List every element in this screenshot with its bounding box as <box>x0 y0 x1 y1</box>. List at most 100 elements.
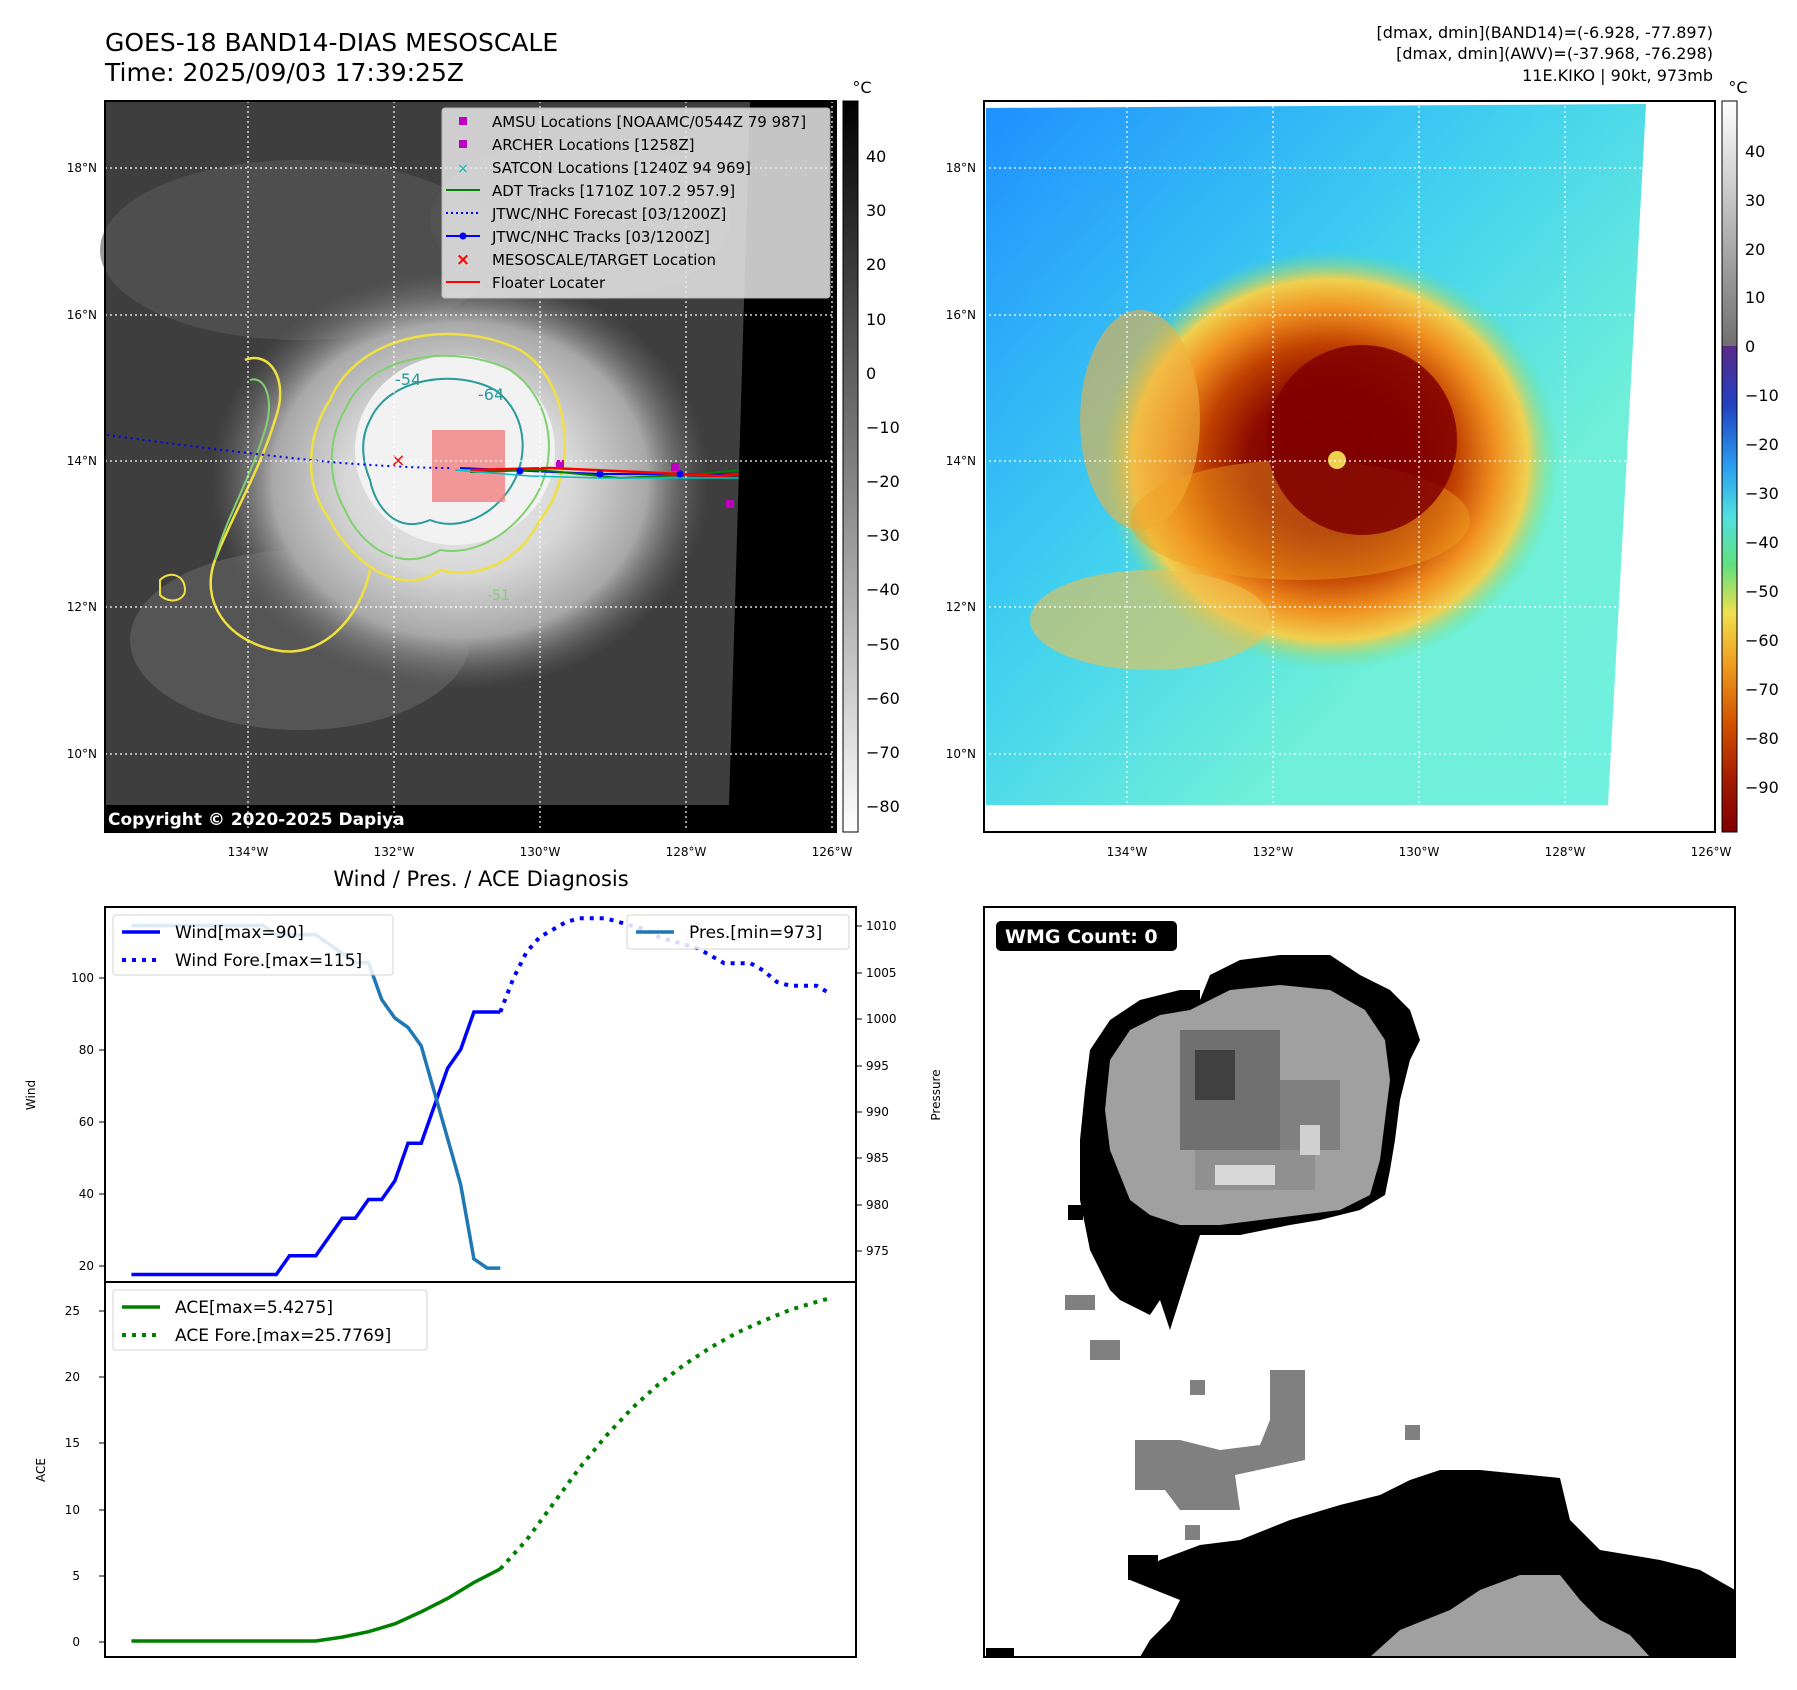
ace-legend-box <box>112 1289 428 1351</box>
colorbar-tick: 40 <box>1745 142 1765 161</box>
rainband <box>1030 570 1270 670</box>
satcon-track <box>454 469 770 479</box>
lon-label: 126°W <box>1691 845 1732 859</box>
map2-gridlines <box>984 101 1715 832</box>
lat-label: 16°N <box>67 308 97 322</box>
lat-label: 10°N <box>67 747 97 761</box>
lat-label: 14°N <box>946 454 976 468</box>
wmg-pixel <box>1065 1295 1095 1310</box>
contour-green <box>330 354 550 561</box>
colorbar-tick: 20 <box>866 255 886 274</box>
colorbar-tick: −60 <box>1745 631 1779 650</box>
rainband <box>1080 310 1200 530</box>
ir-color-map <box>983 100 1716 833</box>
wmg-pixel <box>1128 1555 1158 1580</box>
legend-ace-label: ACE[max=5.4275] <box>175 1298 333 1318</box>
lat-label: 14°N <box>67 454 97 468</box>
legend-item: AMSU Locations [NOAAMC/0544Z 79 987] <box>492 113 806 131</box>
figure-time: Time: 2025/09/03 17:39:25Z <box>104 58 464 87</box>
ace-panel: ACE 25 20 15 10 5 0 ACE[max=5.4275] ACE … <box>34 1281 857 1658</box>
band14-stats: [dmax, dmin](BAND14)=(-6.928, -77.897) <box>1377 23 1713 42</box>
lon-label: 132°W <box>374 845 415 859</box>
map2-frame <box>983 100 1716 833</box>
pressure-axis-label: Pressure <box>929 1069 943 1120</box>
contour-yellow <box>309 332 566 582</box>
colorbar-tick: −10 <box>866 418 900 437</box>
lat-label: 10°N <box>946 747 976 761</box>
legend-item: JTWC/NHC Tracks [03/1200Z] <box>491 228 710 246</box>
lat-label: 16°N <box>946 308 976 322</box>
legend-item: SATCON Locations [1240Z 94 969] <box>492 159 751 177</box>
copyright-text: Copyright © 2020-2025 Dapiya <box>108 810 405 830</box>
wmg-panel: WMG Count: 0 <box>983 906 1736 1658</box>
lon-label: 132°W <box>1253 845 1294 859</box>
wind-tick: 20 <box>79 1259 94 1273</box>
storm-info: 11E.KIKO | 90kt, 973mb <box>1522 66 1713 85</box>
ace-tick: 5 <box>72 1569 80 1583</box>
contour-label: -51 <box>487 588 510 604</box>
wmg-pixel <box>1185 1525 1200 1540</box>
color-colorbar-frame <box>1721 100 1738 833</box>
wmg-pixel <box>1090 1340 1120 1360</box>
ace-tick: 25 <box>65 1304 80 1318</box>
colorbar-tick: −20 <box>1745 435 1779 454</box>
map1-axis-labels: 134°W 132°W 130°W 128°W 126°W 18°N 16°N … <box>67 161 853 859</box>
colorbar-tick: −30 <box>866 526 900 545</box>
legend-item: ARCHER Locations [1258Z] <box>492 136 695 154</box>
colorbar-tick: 30 <box>866 201 886 220</box>
contour-small <box>159 573 187 602</box>
wind-legend: Wind[max=90] Wind Fore.[max=115] <box>112 914 394 976</box>
legend-item: Floater Locater <box>492 274 606 292</box>
ace-tick: 15 <box>65 1436 80 1450</box>
wind-pressure-panel: Wind Pressure 100 80 60 40 20 1010 1005 … <box>24 906 943 1283</box>
colorbar-tick: −60 <box>866 689 900 708</box>
legend-marker-tracks-dot <box>459 232 467 240</box>
pressure-legend-box <box>626 914 850 950</box>
colorbar-tick: 10 <box>866 310 886 329</box>
track-point <box>516 467 524 475</box>
wmg-pixel <box>1405 1425 1420 1440</box>
colorbar-tick: 20 <box>1745 240 1765 259</box>
contour-teal <box>362 377 524 525</box>
amsu-marker <box>671 463 679 471</box>
ace-legend: ACE[max=5.4275] ACE Fore.[max=25.7769] <box>112 1289 428 1351</box>
archer-marker <box>726 500 734 508</box>
legend-ace-fore-label: ACE Fore.[max=25.7769] <box>175 1326 391 1346</box>
contour-yellow-band <box>209 356 372 653</box>
wind-tick: 100 <box>71 971 94 985</box>
colorbar-tick: 0 <box>1745 337 1755 356</box>
wmg-pixel <box>1180 990 1200 1010</box>
wmg-pixel <box>986 1648 1014 1657</box>
colorbar-tick: −80 <box>1745 729 1779 748</box>
lon-label: 128°W <box>1545 845 1586 859</box>
pressure-tick: 1000 <box>866 1012 897 1026</box>
map-legend: AMSU Locations [NOAAMC/0544Z 79 987] ARC… <box>441 107 831 299</box>
pressure-legend: Pres.[min=973] <box>626 914 850 950</box>
ace-tick: 0 <box>72 1635 80 1649</box>
colorbar-unit: °C <box>1728 78 1747 97</box>
colorbar-tick: 10 <box>1745 288 1765 307</box>
pressure-tick: 980 <box>866 1198 889 1212</box>
legend-item: ADT Tracks [1710Z 107.2 957.9] <box>492 182 735 200</box>
contour-label: -54 <box>395 370 421 389</box>
wind-series-line <box>131 1010 501 1277</box>
gray-colorbar-ramp <box>842 100 859 833</box>
wmg-light-core <box>1300 1125 1320 1155</box>
wmg-count-badge <box>996 921 1177 951</box>
colorbar-tick: −40 <box>866 580 900 599</box>
colorbar-tick: −80 <box>866 797 900 816</box>
map-frame <box>104 100 837 833</box>
wind-tick: 60 <box>79 1115 94 1129</box>
legend-box <box>441 107 831 299</box>
wind-legend-box <box>112 914 394 976</box>
ace-tick: 20 <box>65 1370 80 1384</box>
legend-item: MESOSCALE/TARGET Location <box>492 251 716 269</box>
colorbar-tick: −30 <box>1745 484 1779 503</box>
colorbar-tick: −70 <box>866 743 900 762</box>
eyewall <box>1267 345 1457 535</box>
legend-pressure-label: Pres.[min=973] <box>689 923 822 943</box>
diagnosis-title: Wind / Pres. / ACE Diagnosis <box>333 867 628 891</box>
colorbar-tick: −10 <box>1745 386 1779 405</box>
lon-label: 130°W <box>1399 845 1440 859</box>
